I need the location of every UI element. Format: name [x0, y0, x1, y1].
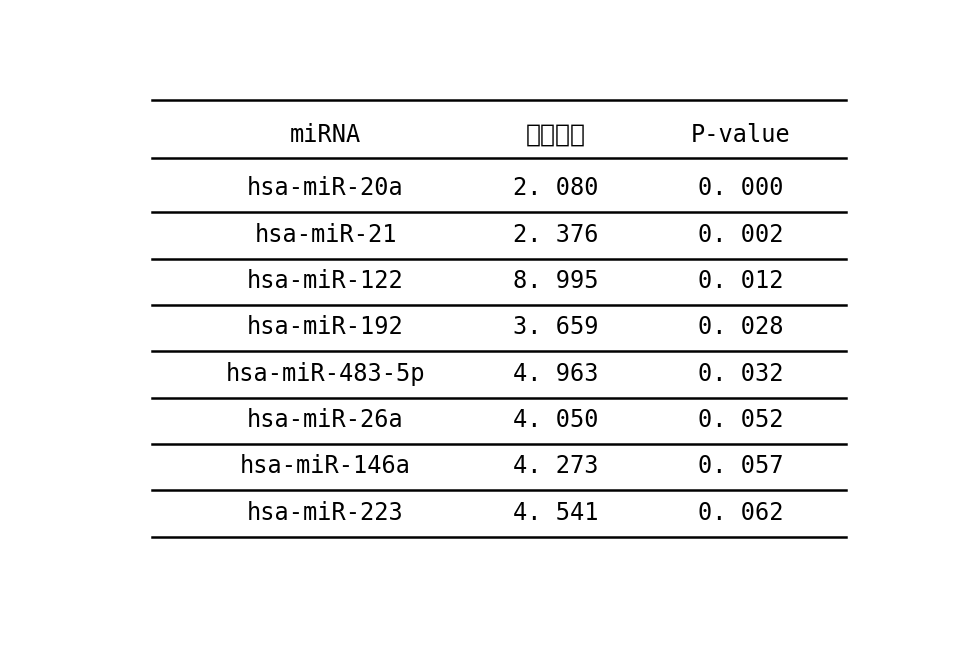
- Text: 3. 659: 3. 659: [513, 315, 599, 339]
- Text: 0. 028: 0. 028: [698, 315, 783, 339]
- Text: P-value: P-value: [691, 123, 791, 147]
- Text: 2. 376: 2. 376: [513, 223, 599, 247]
- Text: hsa-miR-20a: hsa-miR-20a: [247, 176, 404, 200]
- Text: 0. 002: 0. 002: [698, 223, 783, 247]
- Text: hsa-miR-483-5p: hsa-miR-483-5p: [226, 362, 426, 386]
- Text: hsa-miR-21: hsa-miR-21: [254, 223, 396, 247]
- Text: hsa-miR-146a: hsa-miR-146a: [240, 454, 411, 478]
- Text: 4. 963: 4. 963: [513, 362, 599, 386]
- Text: hsa-miR-122: hsa-miR-122: [247, 269, 404, 293]
- Text: 8. 995: 8. 995: [513, 269, 599, 293]
- Text: 4. 541: 4. 541: [513, 501, 599, 525]
- Text: 0. 012: 0. 012: [698, 269, 783, 293]
- Text: 倍数关系: 倍数关系: [526, 123, 585, 147]
- Text: 0. 062: 0. 062: [698, 501, 783, 525]
- Text: hsa-miR-192: hsa-miR-192: [247, 315, 404, 339]
- Text: miRNA: miRNA: [290, 123, 361, 147]
- Text: 0. 000: 0. 000: [698, 176, 783, 200]
- Text: 2. 080: 2. 080: [513, 176, 599, 200]
- Text: 4. 273: 4. 273: [513, 454, 599, 478]
- Text: hsa-miR-223: hsa-miR-223: [247, 501, 404, 525]
- Text: 4. 050: 4. 050: [513, 408, 599, 432]
- Text: 0. 032: 0. 032: [698, 362, 783, 386]
- Text: hsa-miR-26a: hsa-miR-26a: [247, 408, 404, 432]
- Text: 0. 052: 0. 052: [698, 408, 783, 432]
- Text: 0. 057: 0. 057: [698, 454, 783, 478]
